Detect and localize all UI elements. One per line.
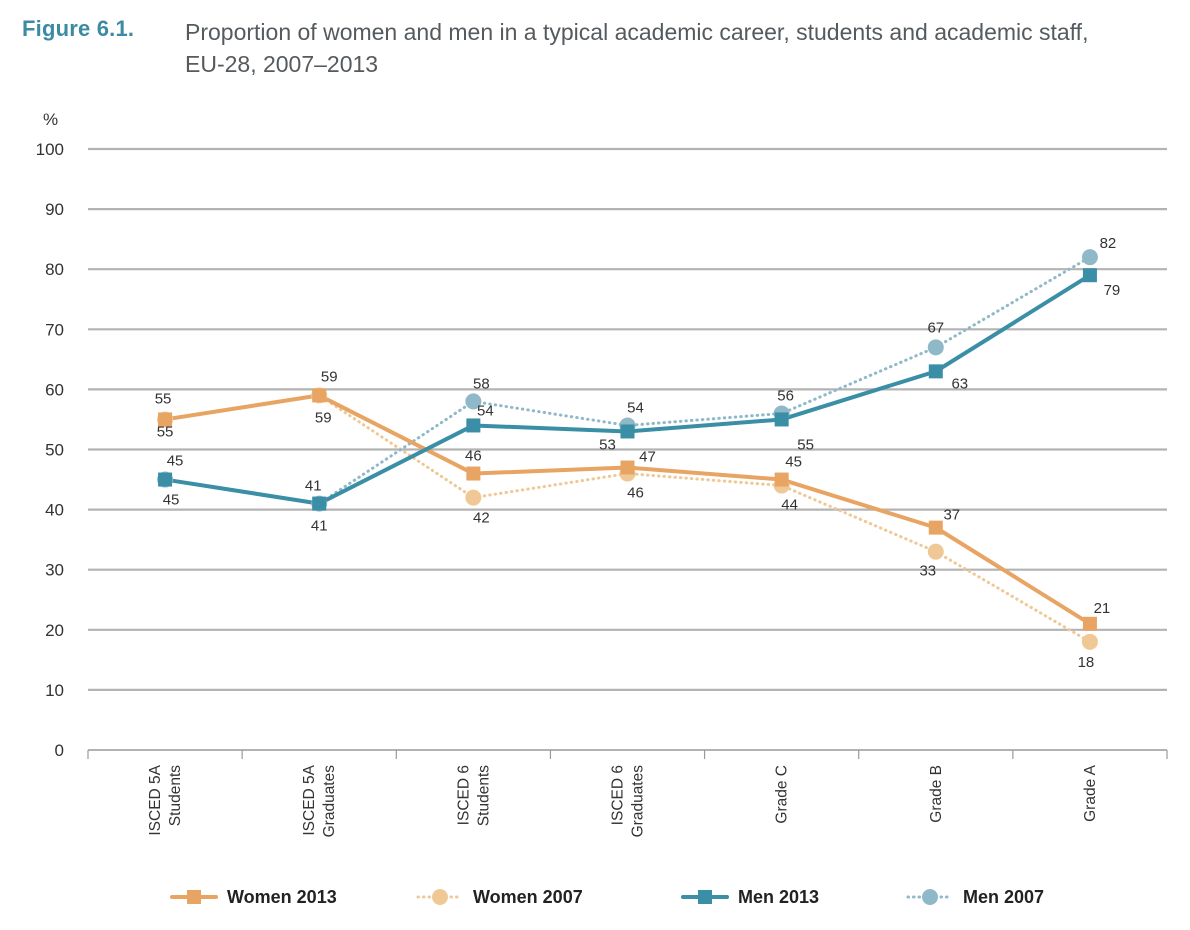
x-category-label-line: Grade B	[928, 765, 945, 823]
data-label-women-2007: 44	[781, 497, 798, 514]
y-tick-label: 50	[45, 441, 64, 460]
x-category-label-line: ISCED 5A	[301, 764, 318, 835]
data-label-men-2013: 53	[599, 436, 616, 453]
data-point-women-2007	[1081, 633, 1098, 650]
x-category-label-line: Graduates	[321, 765, 338, 838]
y-axis-unit-label: %	[43, 110, 58, 129]
data-label-women-2013: 46	[465, 448, 482, 465]
legend-marker-women-2007	[432, 889, 448, 905]
data-label-men-2007: 67	[927, 319, 944, 336]
data-point-women-2007	[927, 543, 944, 560]
data-point-women-2013	[620, 460, 635, 475]
data-label-women-2007: 18	[1078, 654, 1095, 671]
data-label-men-2013: 79	[1104, 282, 1121, 299]
x-category-label-line: ISCED 6	[610, 765, 627, 825]
y-tick-label: 70	[45, 320, 64, 339]
y-tick-label: 10	[45, 681, 64, 700]
legend-label: Men 2013	[738, 887, 819, 907]
data-label-men-2007: 54	[627, 399, 644, 416]
x-category-label-line: ISCED 5A	[147, 764, 164, 835]
x-category-label: ISCED 5A Students	[147, 764, 184, 835]
data-point-women-2007	[465, 489, 482, 506]
data-label-men-2013: 63	[951, 375, 968, 392]
legend-label: Women 2007	[473, 887, 583, 907]
y-tick-label: 40	[45, 501, 64, 520]
data-label-men-2007: 56	[777, 387, 794, 404]
x-category-label: Grade C	[774, 765, 791, 824]
data-point-women-2013	[774, 472, 789, 487]
data-label-men-2013: 45	[163, 492, 180, 509]
x-category-label-line: ISCED 6	[455, 765, 472, 825]
data-point-women-2013	[1082, 616, 1097, 631]
data-label-women-2013: 45	[785, 454, 802, 471]
data-label-men-2007: 82	[1100, 235, 1117, 252]
x-category-label: ISCED 6 Students	[455, 765, 492, 826]
x-category-label: Grade A	[1082, 764, 1099, 822]
data-point-men-2007	[1081, 249, 1098, 266]
data-label-women-2007: 59	[315, 409, 332, 426]
x-category-label-line: Grade C	[774, 765, 791, 824]
data-label-men-2007: 41	[305, 478, 322, 495]
x-category-label: Grade B	[928, 765, 945, 823]
data-label-men-2013: 55	[797, 436, 814, 453]
data-point-women-2013	[928, 520, 943, 535]
data-label-women-2013: 37	[943, 507, 960, 524]
data-point-men-2013	[312, 496, 327, 511]
legend-label: Women 2013	[227, 887, 337, 907]
legend-marker-men-2007	[922, 889, 938, 905]
data-label-women-2013: 55	[157, 423, 174, 440]
data-point-women-2013	[158, 412, 173, 427]
data-point-women-2013	[466, 466, 481, 481]
data-point-men-2013	[466, 418, 481, 433]
data-label-women-2013: 47	[639, 449, 656, 466]
figure-label: Figure 6.1.	[22, 16, 135, 41]
data-point-men-2013	[928, 364, 943, 379]
data-label-women-2013: 21	[1094, 600, 1111, 617]
x-category-label-line: Students	[167, 765, 184, 826]
data-label-men-2007: 45	[167, 453, 184, 470]
x-category-label-line: Students	[475, 765, 492, 826]
data-point-men-2013	[1082, 268, 1097, 283]
data-point-women-2013	[312, 388, 327, 403]
y-tick-label: 30	[45, 561, 64, 580]
data-label-women-2013: 59	[321, 368, 338, 385]
y-tick-label: 60	[45, 380, 64, 399]
data-label-women-2007: 55	[155, 390, 172, 407]
data-label-men-2013: 54	[477, 402, 494, 419]
figure-title: Proportion of women and men in a typical…	[185, 19, 1089, 77]
data-point-men-2007	[927, 339, 944, 356]
data-point-men-2013	[158, 472, 173, 487]
y-tick-label: 100	[36, 140, 64, 159]
data-point-men-2007	[465, 393, 482, 410]
y-tick-label: 20	[45, 621, 64, 640]
x-category-label: ISCED 6 Graduates	[610, 765, 647, 838]
data-label-women-2007: 33	[919, 563, 936, 580]
legend-marker-women-2013	[187, 890, 201, 904]
x-category-label-line: Grade A	[1082, 764, 1099, 822]
data-point-men-2013	[774, 412, 789, 427]
legend-label: Men 2007	[963, 887, 1044, 907]
data-label-women-2007: 46	[627, 485, 644, 502]
data-point-men-2013	[620, 424, 635, 439]
data-label-men-2013: 41	[311, 518, 328, 535]
legend-marker-men-2013	[698, 890, 712, 904]
x-category-label: ISCED 5A Graduates	[301, 764, 338, 837]
y-tick-label: 90	[45, 200, 64, 219]
data-label-men-2007: 58	[473, 375, 490, 392]
data-label-women-2007: 42	[473, 510, 490, 527]
y-tick-label: 80	[45, 260, 64, 279]
x-category-label-line: Graduates	[630, 765, 647, 838]
y-tick-label: 0	[55, 741, 64, 760]
